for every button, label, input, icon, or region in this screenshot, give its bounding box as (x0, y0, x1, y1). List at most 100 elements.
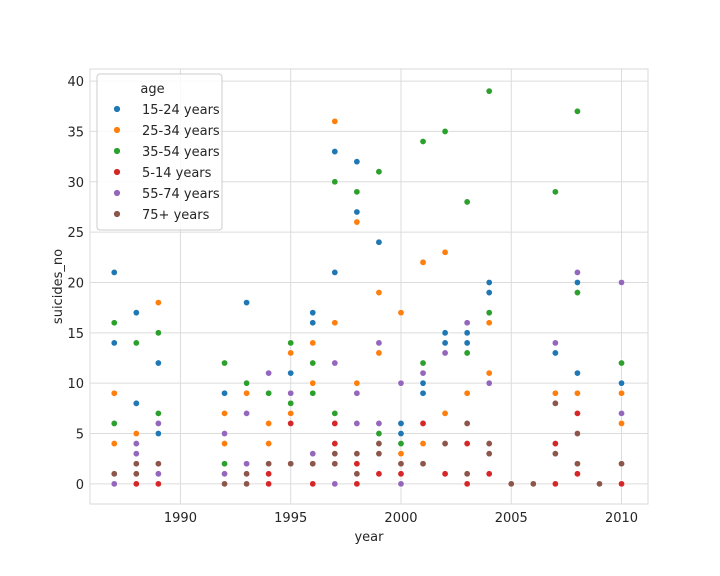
data-point (463, 329, 471, 337)
data-point (551, 349, 559, 357)
data-point (287, 419, 295, 427)
data-point (397, 450, 405, 458)
data-point (441, 248, 449, 256)
data-point (132, 450, 140, 458)
data-point (110, 339, 118, 347)
data-point (132, 339, 140, 347)
data-point (287, 349, 295, 357)
data-point (618, 419, 626, 427)
x-tick-label: 2010 (605, 511, 638, 526)
data-point (463, 198, 471, 206)
y-axis-label: suicides_no (51, 249, 66, 324)
data-point (287, 339, 295, 347)
y-tick-label: 30 (67, 176, 84, 191)
data-point (309, 319, 317, 327)
data-point (265, 369, 273, 377)
data-point (463, 389, 471, 397)
data-point (618, 480, 626, 488)
data-point (287, 460, 295, 468)
data-point (463, 470, 471, 478)
data-point (331, 409, 339, 417)
data-point (309, 359, 317, 367)
data-point (441, 470, 449, 478)
data-point (551, 480, 559, 488)
data-point (573, 470, 581, 478)
data-point (132, 440, 140, 448)
data-point (618, 460, 626, 468)
data-point (154, 470, 162, 478)
data-point (397, 430, 405, 438)
data-point (353, 208, 361, 216)
data-point (110, 319, 118, 327)
data-point (331, 178, 339, 186)
data-point (573, 460, 581, 468)
data-point (573, 430, 581, 438)
y-tick-label: 15 (67, 327, 84, 342)
data-point (353, 158, 361, 166)
data-point (154, 359, 162, 367)
data-point (353, 419, 361, 427)
data-point (331, 419, 339, 427)
data-point (287, 399, 295, 407)
data-point (573, 409, 581, 417)
legend: age 15-24 years 25-34 years 35-54 years 5-14… (96, 73, 223, 231)
data-point (353, 480, 361, 488)
data-point (309, 460, 317, 468)
data-point (309, 480, 317, 488)
data-point (221, 440, 229, 448)
legend-label: 15-24 years (142, 103, 220, 118)
data-point (485, 450, 493, 458)
data-point (221, 409, 229, 417)
y-tick-label: 35 (67, 125, 84, 140)
data-point (507, 480, 515, 488)
data-point (529, 480, 537, 488)
data-point (375, 440, 383, 448)
data-point (110, 470, 118, 478)
y-tick-label: 25 (67, 226, 84, 241)
data-point (132, 460, 140, 468)
data-point (485, 470, 493, 478)
data-point (265, 460, 273, 468)
data-point (287, 389, 295, 397)
data-point (154, 419, 162, 427)
data-point (375, 289, 383, 297)
data-point (154, 409, 162, 417)
data-point (331, 319, 339, 327)
data-point (331, 117, 339, 125)
legend-marker (113, 210, 121, 218)
data-point (463, 419, 471, 427)
data-point (419, 258, 427, 266)
data-point (265, 440, 273, 448)
data-point (309, 389, 317, 397)
y-tick-label: 0 (76, 478, 84, 493)
data-point (375, 339, 383, 347)
data-point (618, 278, 626, 286)
data-point (353, 389, 361, 397)
legend-marker (113, 105, 121, 113)
data-point (353, 450, 361, 458)
data-point (221, 430, 229, 438)
data-points (110, 87, 626, 488)
data-point (221, 470, 229, 478)
data-point (243, 299, 251, 307)
data-point (353, 470, 361, 478)
data-point (573, 278, 581, 286)
data-point (265, 480, 273, 488)
data-point (287, 369, 295, 377)
data-point (243, 470, 251, 478)
legend-box (96, 73, 223, 231)
data-point (419, 369, 427, 377)
data-point (397, 480, 405, 488)
data-point (309, 339, 317, 347)
data-point (110, 419, 118, 427)
legend-label: 5-14 years (142, 166, 212, 181)
data-point (573, 107, 581, 115)
data-point (265, 389, 273, 397)
data-point (441, 440, 449, 448)
data-point (353, 188, 361, 196)
y-tick-label: 5 (76, 428, 84, 443)
data-point (287, 409, 295, 417)
data-point (132, 470, 140, 478)
data-point (419, 359, 427, 367)
